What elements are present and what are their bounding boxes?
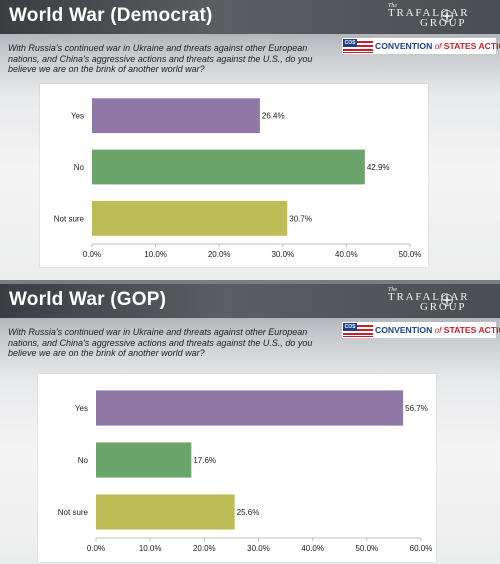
compass-icon: [440, 293, 454, 307]
data-label: 17.6%: [193, 456, 216, 465]
chart-area: Yes 56.7% No 17.6% Not sure 25.6% 0.0% 10.0% 20.…: [38, 374, 436, 562]
category-label: No: [78, 456, 89, 465]
bar-no: [92, 149, 365, 185]
panel-title: World War (Democrat): [9, 5, 213, 26]
flag-icon: COS: [343, 323, 373, 337]
x-tick-label: 50.0%: [355, 544, 378, 553]
bar-chart-democrat: Yes 26.4% No 42.9% Not sure 30.7% 0.0% 10.0% 20.…: [54, 98, 422, 259]
panel-header: World War (Democrat) The TRAFALGAR GROUP: [0, 0, 500, 34]
x-tick-label: 20.0%: [208, 250, 231, 259]
trafalgar-logo: The TRAFALGAR GROUP: [388, 287, 470, 313]
x-tick-label: 60.0%: [410, 544, 433, 553]
trafalgar-logo: The TRAFALGAR GROUP: [388, 3, 470, 29]
category-label: Not sure: [58, 508, 89, 517]
x-tick-label: 0.0%: [83, 250, 101, 259]
panel-democrat: World War (Democrat) The TRAFALGAR GROUP…: [0, 0, 500, 280]
bar-yes: [92, 98, 260, 134]
panel-header: World War (GOP) The TRAFALGAR GROUP: [0, 284, 500, 318]
data-label: 42.9%: [367, 163, 390, 172]
x-tick-label: 30.0%: [247, 544, 270, 553]
cos-logo: COS CONVENTION of STATES ACTION: [342, 322, 500, 338]
panel-title: World War (GOP): [9, 289, 167, 310]
bar-yes: [96, 390, 404, 426]
cos-logo: COS CONVENTION of STATES ACTION: [342, 38, 500, 54]
bar-no: [96, 442, 192, 478]
data-label: 56.7%: [405, 404, 428, 413]
x-tick-label: 40.0%: [301, 544, 324, 553]
category-label: Yes: [71, 112, 84, 121]
x-tick-label: 30.0%: [271, 250, 294, 259]
flag-icon: COS: [343, 39, 373, 53]
bar-not-sure: [92, 200, 288, 236]
category-label: Yes: [75, 404, 88, 413]
x-tick-label: 10.0%: [139, 544, 162, 553]
survey-question: With Russia's continued war in Ukraine a…: [8, 327, 313, 358]
x-tick-label: 0.0%: [87, 544, 105, 553]
chart-area: Yes 26.4% No 42.9% Not sure 30.7% 0.0% 10.0% 20.…: [40, 84, 428, 267]
x-tick-label: 20.0%: [193, 544, 216, 553]
x-tick-label: 50.0%: [399, 250, 422, 259]
survey-question: With Russia's continued war in Ukraine a…: [8, 43, 313, 74]
compass-icon: [440, 9, 454, 23]
category-label: Not sure: [54, 214, 85, 223]
panel-gop: World War (GOP) The TRAFALGAR GROUP With…: [0, 284, 500, 564]
x-tick-label: 10.0%: [144, 250, 167, 259]
data-label: 30.7%: [289, 214, 312, 223]
category-label: No: [74, 163, 85, 172]
data-label: 26.4%: [262, 112, 285, 121]
bar-not-sure: [96, 494, 235, 530]
bar-chart-gop: Yes 56.7% No 17.6% Not sure 25.6% 0.0% 10.0% 20.…: [58, 390, 433, 553]
data-label: 25.6%: [237, 508, 260, 517]
x-tick-label: 40.0%: [335, 250, 358, 259]
